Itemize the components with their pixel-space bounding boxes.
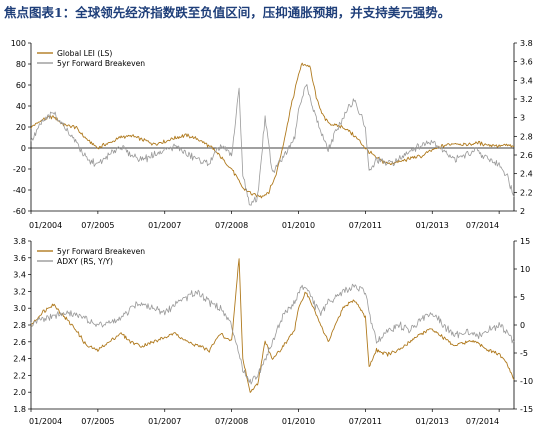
series-line-5yr-forward-breakeven xyxy=(30,84,515,206)
right-tick-label: -15 xyxy=(520,405,533,414)
x-tick-label: 07/2011 xyxy=(349,417,382,426)
right-tick-label: 3.6 xyxy=(520,58,533,67)
legend-label: ADXY (RS, Y/Y) xyxy=(57,257,113,266)
right-tick-label: 2.2 xyxy=(520,188,533,197)
right-tick-label: 2 xyxy=(520,207,525,216)
left-tick-label: 20 xyxy=(16,123,26,132)
left-tick-label: 1.8 xyxy=(13,405,26,414)
x-tick-label: 01/2007 xyxy=(148,417,181,426)
x-tick-label: 07/2014 xyxy=(466,221,499,230)
series-line-global-lei-ls xyxy=(30,62,515,199)
chart-panel-2: 1.8 2.0 2.2 2.4 2.6 2.8 3.0 3.2 3.4 3.6 3.8 -15 -10 -… xyxy=(13,237,533,426)
legend-label: Global LEI (LS) xyxy=(57,49,112,58)
x-tick-label: 01/2013 xyxy=(416,221,449,230)
left-tick-label: 0 xyxy=(21,144,26,153)
left-tick-label: 2.2 xyxy=(13,371,26,380)
x-tick-label: 07/2008 xyxy=(215,221,248,230)
page-title: 焦点图表1：全球领先经济指数跌至负值区间，压抑通胀预期，并支持美元强势。 xyxy=(4,5,451,20)
left-tick-label: 40 xyxy=(16,102,26,111)
left-tick-label: 2.6 xyxy=(13,338,26,347)
x-tick-label: 07/2011 xyxy=(349,221,382,230)
x-tick-label: 01/2004 xyxy=(29,221,62,230)
right-tick-label: 2.4 xyxy=(520,170,533,179)
x-tick-label: 07/2005 xyxy=(81,221,114,230)
legend-box xyxy=(34,244,164,268)
left-tick-label: -20 xyxy=(13,165,26,174)
right-tick-label: 0 xyxy=(520,321,525,330)
legend-label: 5yr Forward Breakeven xyxy=(57,59,145,68)
right-tick-label: 3 xyxy=(520,114,525,123)
left-tick-label: 100 xyxy=(11,39,26,48)
x-tick-label: 01/2010 xyxy=(282,417,315,426)
x-tick-label: 01/2007 xyxy=(148,221,181,230)
right-tick-label: 2.6 xyxy=(520,151,533,160)
x-tick-label: 01/2004 xyxy=(29,417,62,426)
legend-label: 5yr Forward Breakeven xyxy=(57,247,145,256)
left-tick-label: 80 xyxy=(16,60,26,69)
left-tick-label: 3.0 xyxy=(13,304,26,313)
left-tick-label: 3.6 xyxy=(13,254,26,263)
series-line-adxy-rs-y-y xyxy=(30,283,515,385)
x-tick-label: 01/2010 xyxy=(282,221,315,230)
right-tick-label: 3.2 xyxy=(520,95,533,104)
left-tick-label: 3.8 xyxy=(13,237,26,246)
left-tick-label: 2.8 xyxy=(13,321,26,330)
left-tick-label: 2.0 xyxy=(13,388,26,397)
x-tick-label: 07/2005 xyxy=(81,417,114,426)
x-tick-label: 07/2014 xyxy=(466,417,499,426)
chart-panel-1: -60 -40 -20 0 20 40 60 80 100 2 2.2 2.4 2.6 2.8 3 3.2 3.… xyxy=(11,39,533,230)
x-tick-label: 01/2013 xyxy=(416,417,449,426)
right-tick-label: 3.8 xyxy=(520,39,533,48)
right-tick-label: 3.4 xyxy=(520,76,533,85)
left-tick-label: -40 xyxy=(13,186,26,195)
right-tick-label: 10 xyxy=(520,265,530,274)
left-tick-label: 3.2 xyxy=(13,287,26,296)
right-tick-label: -10 xyxy=(520,377,533,386)
right-tick-label: 2.8 xyxy=(520,132,533,141)
right-tick-label: -5 xyxy=(520,349,528,358)
x-tick-label: 07/2008 xyxy=(215,417,248,426)
right-tick-label: 5 xyxy=(520,293,525,302)
legend-box xyxy=(34,46,164,70)
left-tick-label: 3.4 xyxy=(13,271,26,280)
left-tick-label: 2.4 xyxy=(13,355,26,364)
right-tick-label: 15 xyxy=(520,237,530,246)
series-line-5yr-forward-breakeven xyxy=(30,258,515,393)
left-tick-label: -60 xyxy=(13,207,26,216)
left-tick-label: 60 xyxy=(16,81,26,90)
